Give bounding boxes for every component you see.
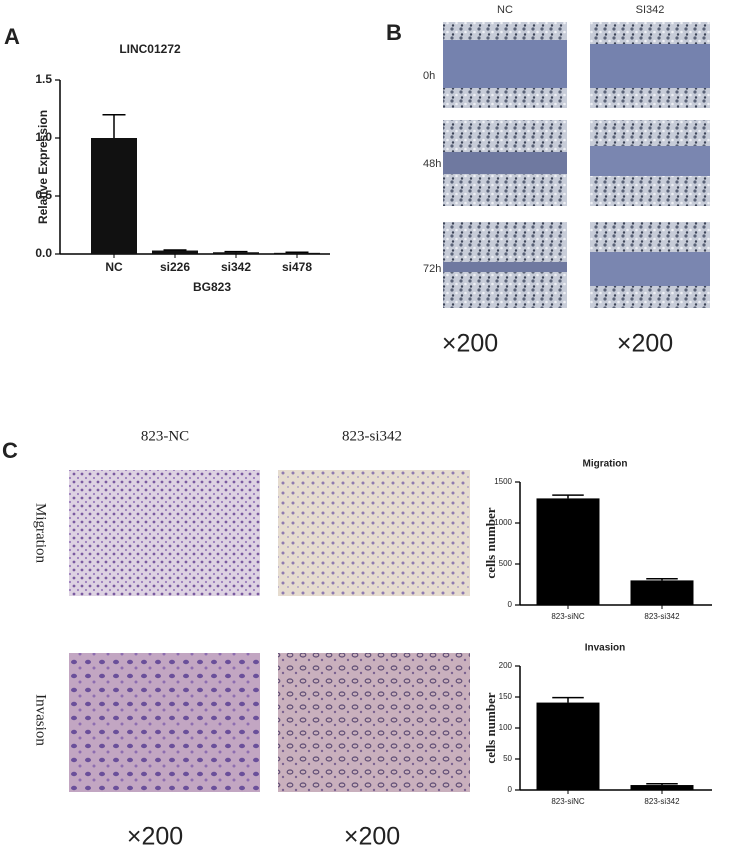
- panel-label: B: [386, 20, 402, 45]
- x-tick-label: si342: [221, 260, 251, 274]
- magnification: ×200: [344, 823, 400, 851]
- magnification: ×200: [617, 330, 673, 358]
- y-tick-label: 50: [503, 754, 512, 763]
- magnification: ×200: [442, 330, 498, 358]
- chart-title: Invasion: [585, 643, 626, 654]
- panel-label: A: [4, 24, 20, 49]
- magnification: ×200: [127, 823, 183, 851]
- x-tick-label: 823-siNC: [551, 797, 585, 806]
- x-tick-label: 823-siNC: [551, 612, 585, 621]
- y-tick-label: 0.5: [35, 188, 52, 202]
- y-tick-label: 1.0: [35, 130, 52, 144]
- panel-label: C: [2, 438, 18, 463]
- row-label: 0h: [423, 70, 435, 82]
- x-tick-label: si478: [282, 260, 312, 274]
- error-bar: [102, 114, 126, 138]
- y-tick-label: 0.0: [35, 246, 52, 260]
- scratch-images: [443, 22, 710, 308]
- column-label: SI342: [636, 4, 665, 16]
- micrograph: [443, 120, 567, 206]
- micrograph: [69, 653, 260, 792]
- bar: [536, 702, 600, 790]
- y-axis-label: Relative Expression: [36, 110, 50, 224]
- bar: [630, 580, 694, 605]
- bar: [536, 498, 600, 605]
- x-axis-label: BG823: [193, 280, 231, 294]
- y-tick-label: 500: [499, 559, 513, 568]
- micrograph: [590, 120, 710, 206]
- y-axis-label: cells number: [483, 507, 498, 578]
- row-label: Invasion: [33, 694, 49, 746]
- error-bar: [646, 578, 678, 581]
- y-tick-label: 1000: [494, 518, 512, 527]
- micrograph: [278, 470, 470, 596]
- column-label: 823-NC: [141, 428, 189, 444]
- y-tick-label: 1500: [494, 477, 512, 486]
- chart-title: LINC01272: [119, 42, 181, 56]
- bar: [91, 138, 137, 254]
- error-bar: [163, 249, 187, 251]
- y-tick-label: 1.5: [35, 72, 52, 86]
- chart-title: Migration: [583, 459, 628, 470]
- micrograph: [443, 22, 567, 108]
- error-bar: [224, 250, 248, 253]
- error-bar: [552, 696, 584, 703]
- error-bar: [552, 494, 584, 499]
- bar: [274, 252, 320, 254]
- micrograph: [590, 22, 710, 108]
- micrograph: [278, 653, 470, 792]
- row-label: 72h: [423, 263, 441, 275]
- bar: [630, 785, 694, 790]
- bar: [152, 250, 198, 254]
- row-label: Migration: [33, 503, 49, 563]
- column-label: 823-si342: [342, 428, 402, 444]
- x-tick-label: si226: [160, 260, 190, 274]
- x-tick-label: 823-si342: [644, 797, 680, 806]
- bar: [213, 252, 259, 254]
- y-tick-label: 150: [499, 692, 513, 701]
- micrograph: [443, 222, 567, 308]
- y-tick-label: 0: [508, 600, 513, 609]
- column-label: NC: [497, 4, 513, 16]
- micrograph: [590, 222, 710, 308]
- error-bar: [646, 783, 678, 786]
- y-tick-label: 100: [499, 723, 513, 732]
- y-axis-label: cells number: [483, 692, 498, 763]
- error-bar: [285, 251, 309, 254]
- micrograph: [69, 470, 260, 596]
- y-tick-label: 0: [508, 785, 513, 794]
- y-tick-label: 200: [499, 661, 513, 670]
- x-tick-label: NC: [105, 260, 123, 274]
- row-label: 48h: [423, 158, 441, 170]
- x-tick-label: 823-si342: [644, 612, 680, 621]
